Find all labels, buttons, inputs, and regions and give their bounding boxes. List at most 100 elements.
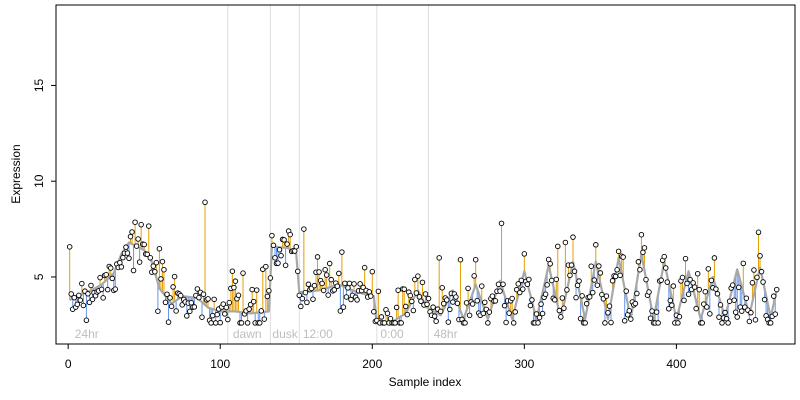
data-point: [222, 311, 228, 317]
data-point: [345, 285, 351, 291]
data-point: [544, 282, 550, 288]
data-point: [240, 270, 246, 276]
y-tick-label: 10: [32, 174, 46, 188]
data-point: [646, 289, 652, 295]
data-point: [495, 281, 502, 287]
data-point: [679, 274, 686, 281]
data-point: [603, 293, 610, 299]
data-point: [635, 259, 642, 265]
data-point: [133, 243, 140, 249]
data-point: [361, 264, 368, 271]
data-point: [605, 310, 611, 316]
data-point: [641, 245, 648, 251]
data-point: [734, 314, 740, 320]
data-point: [647, 315, 654, 321]
data-point: [409, 298, 415, 305]
data-point: [702, 288, 709, 295]
data-point: [445, 319, 452, 325]
data-point: [774, 286, 780, 293]
time-annotation-label: dusk: [272, 327, 298, 341]
data-point: [760, 279, 766, 285]
data-point: [305, 281, 312, 288]
data-point: [205, 296, 211, 302]
data-point: [676, 313, 683, 320]
data-point: [419, 279, 426, 286]
data-point: [161, 266, 167, 273]
data-point: [614, 267, 620, 273]
data-point: [136, 259, 143, 265]
data-point: [88, 282, 94, 289]
data-point: [107, 265, 114, 271]
data-point: [684, 280, 690, 287]
data-point: [238, 320, 245, 326]
data-point: [489, 293, 496, 299]
data-point: [322, 266, 328, 273]
data-point: [681, 297, 687, 304]
data-point: [118, 264, 125, 270]
data-point: [731, 297, 737, 303]
data-point: [339, 249, 345, 255]
data-point: [518, 277, 525, 284]
data-point: [457, 256, 464, 263]
data-point: [264, 293, 271, 300]
data-point: [739, 308, 745, 314]
data-point: [194, 286, 201, 292]
data-point: [754, 274, 760, 281]
data-point: [501, 302, 508, 309]
data-point: [521, 251, 528, 257]
data-point: [343, 294, 350, 300]
data-point: [509, 295, 515, 302]
data-point: [398, 320, 404, 326]
data-point: [135, 236, 141, 242]
data-point: [758, 268, 765, 275]
data-point: [320, 287, 327, 294]
data-point: [412, 276, 418, 283]
data-point: [536, 314, 543, 321]
data-point: [395, 287, 401, 293]
data-point: [670, 283, 677, 289]
data-point: [638, 231, 645, 238]
data-point: [130, 267, 137, 274]
data-point: [284, 241, 290, 247]
data-point: [293, 243, 300, 250]
data-point: [164, 291, 170, 298]
data-point: [571, 268, 578, 275]
data-point: [669, 302, 675, 308]
x-tick-label: 200: [362, 357, 382, 371]
y-tick-label: 15: [32, 78, 46, 92]
data-point: [301, 226, 307, 232]
data-point: [474, 298, 480, 304]
data-point: [755, 229, 762, 236]
data-point: [609, 278, 616, 284]
data-point: [506, 310, 512, 316]
data-point: [573, 294, 579, 301]
data-point: [590, 289, 596, 296]
data-point: [249, 286, 255, 293]
data-point: [281, 237, 287, 243]
data-point: [217, 319, 223, 326]
data-point: [746, 318, 753, 325]
data-point: [465, 285, 471, 292]
data-point: [608, 319, 614, 326]
data-point: [726, 298, 733, 304]
data-point: [450, 299, 456, 305]
data-point: [693, 305, 699, 312]
data-point: [184, 313, 190, 319]
data-point: [220, 301, 227, 307]
data-point: [500, 281, 506, 288]
time-annotation-label: 24hr: [75, 327, 99, 341]
x-tick-label: 400: [666, 357, 686, 371]
data-point: [261, 316, 268, 322]
data-point: [694, 270, 701, 277]
data-point: [200, 291, 207, 297]
data-point: [515, 281, 522, 287]
data-point: [517, 289, 523, 296]
data-point: [109, 275, 116, 282]
data-point: [767, 320, 774, 326]
data-point: [401, 286, 407, 292]
data-point: [705, 266, 712, 272]
data-point: [316, 269, 322, 275]
data-point: [691, 284, 698, 290]
data-point: [253, 287, 260, 293]
data-point: [170, 284, 176, 290]
